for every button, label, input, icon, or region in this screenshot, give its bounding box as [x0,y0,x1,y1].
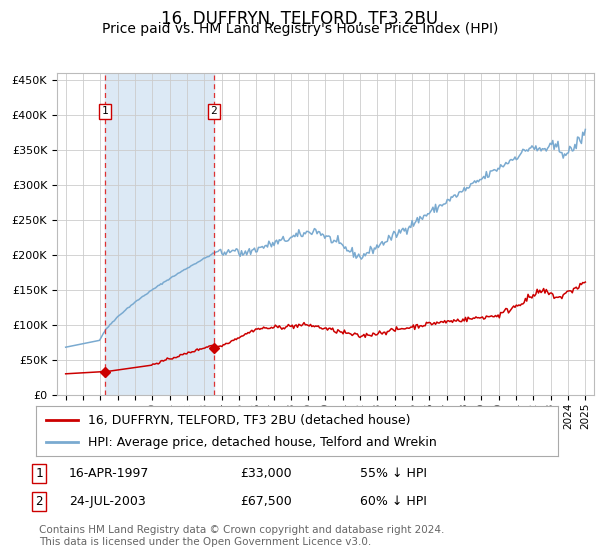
Text: 1: 1 [35,466,43,480]
Text: 16-APR-1997: 16-APR-1997 [69,466,149,480]
Text: Price paid vs. HM Land Registry's House Price Index (HPI): Price paid vs. HM Land Registry's House … [102,22,498,36]
Text: £67,500: £67,500 [240,494,292,508]
Text: 16, DUFFRYN, TELFORD, TF3 2BU (detached house): 16, DUFFRYN, TELFORD, TF3 2BU (detached … [88,414,410,427]
Text: 55% ↓ HPI: 55% ↓ HPI [360,466,427,480]
Text: 60% ↓ HPI: 60% ↓ HPI [360,494,427,508]
Text: 24-JUL-2003: 24-JUL-2003 [69,494,146,508]
Text: 2: 2 [35,494,43,508]
Text: 2: 2 [211,106,217,116]
Text: 16, DUFFRYN, TELFORD, TF3 2BU: 16, DUFFRYN, TELFORD, TF3 2BU [161,10,439,28]
Text: £33,000: £33,000 [240,466,292,480]
Text: 1: 1 [102,106,109,116]
Text: Contains HM Land Registry data © Crown copyright and database right 2024.
This d: Contains HM Land Registry data © Crown c… [39,525,445,547]
Text: HPI: Average price, detached house, Telford and Wrekin: HPI: Average price, detached house, Telf… [88,436,437,449]
Bar [106,73,214,395]
